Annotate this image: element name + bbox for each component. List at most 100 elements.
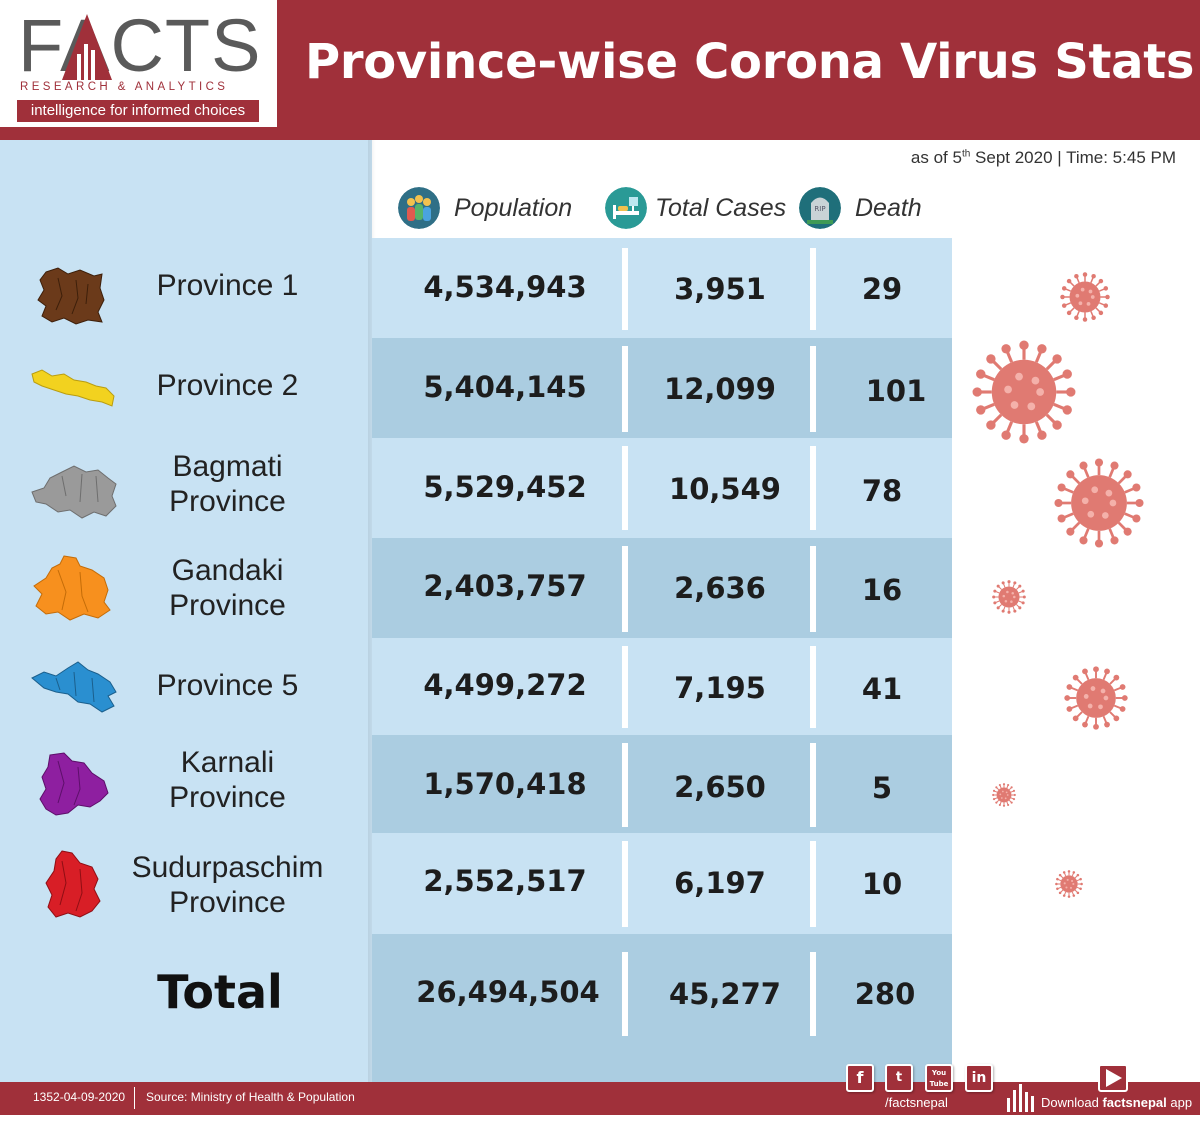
death-value: 5 <box>871 771 893 805</box>
row-bg-2 <box>372 338 952 438</box>
logo-tagline: intelligence for informed choices <box>17 100 259 122</box>
population-value: 4,499,272 <box>423 668 587 702</box>
app-bars-icon <box>1007 1084 1034 1112</box>
svg-text:RIP: RIP <box>814 205 825 213</box>
virus-icon <box>992 783 1016 807</box>
death-value: 41 <box>861 672 903 706</box>
column-separator <box>810 841 816 927</box>
death-value: 29 <box>861 272 903 306</box>
column-separator <box>810 248 816 330</box>
social-handle: /factsnepal <box>885 1095 948 1110</box>
province-name: Bagmati Province <box>169 450 286 518</box>
document-code: 1352-04-09-2020 <box>33 1090 126 1104</box>
population-value: 5,404,145 <box>423 370 587 404</box>
population-value: 4,534,943 <box>423 270 587 304</box>
column-separator <box>622 248 628 330</box>
province-5-map-icon <box>31 661 117 713</box>
sudurpaschim-province-map-icon <box>45 850 101 918</box>
province-name: Gandaki Province <box>169 554 286 622</box>
column-separator <box>810 346 816 432</box>
province-row: Bagmati Province <box>0 438 372 538</box>
play-app-icon[interactable] <box>1098 1064 1128 1092</box>
cases-value: 6,197 <box>674 866 766 900</box>
province-row: Gandaki Province <box>0 538 372 638</box>
population-header: Population <box>398 186 572 230</box>
row-bg-total <box>372 934 952 1082</box>
row-bg-3 <box>372 438 952 538</box>
virus-icon <box>1054 458 1144 548</box>
twitter-icon[interactable]: t <box>885 1064 913 1092</box>
virus-icon <box>972 340 1076 444</box>
province-name: Province 1 <box>156 269 299 302</box>
column-separator <box>810 952 816 1036</box>
logo-bars-mark <box>62 14 112 80</box>
cases-value: 2,636 <box>674 571 766 605</box>
province-name: Province 5 <box>156 669 299 702</box>
population-header-label: Population <box>454 193 573 222</box>
linkedin-icon[interactable]: in <box>965 1064 993 1092</box>
population-value: 2,552,517 <box>423 864 587 898</box>
column-separator <box>622 646 628 728</box>
cases-value: 12,099 <box>664 372 776 406</box>
column-separator <box>622 952 628 1036</box>
total-cases-header-label: Total Cases <box>655 193 787 222</box>
province-2-map-icon <box>31 369 115 407</box>
row-bg-6 <box>372 735 952 833</box>
facebook-icon[interactable]: f <box>846 1064 874 1092</box>
cases-value: 10,549 <box>669 472 781 506</box>
row-bg-4 <box>372 538 952 638</box>
population-value: 5,529,452 <box>423 470 587 504</box>
footer-divider <box>134 1087 135 1109</box>
row-bg-7 <box>372 833 952 934</box>
total-population-value: 26,494,504 <box>416 975 600 1009</box>
province-row: Province 5 <box>0 638 372 735</box>
column-separator <box>622 446 628 530</box>
population-value: 2,403,757 <box>423 569 587 603</box>
total-cases-value: 45,277 <box>669 977 781 1011</box>
column-separator <box>622 346 628 432</box>
total-death-value: 280 <box>854 977 916 1011</box>
province-1-map-icon <box>37 267 105 325</box>
karnali-province-map-icon <box>39 752 109 816</box>
youtube-icon[interactable]: You Tube <box>925 1064 953 1092</box>
population-icon <box>398 187 440 229</box>
footer-band <box>0 1082 1200 1115</box>
total-cases-header: Total Cases <box>605 186 786 230</box>
virus-icon <box>1055 870 1083 898</box>
death-value: 101 <box>865 374 927 408</box>
cases-value: 2,650 <box>674 770 766 804</box>
death-header-label: Death <box>855 193 922 222</box>
page-title: Province-wise Corona Virus Stats <box>305 34 1195 90</box>
source-text: Source: Ministry of Health & Population <box>146 1090 355 1104</box>
death-header: RIP Death <box>799 186 922 230</box>
virus-icon <box>992 580 1026 614</box>
death-value: 16 <box>861 573 903 607</box>
virus-icon <box>1064 666 1128 730</box>
logo-subtitle: RESEARCH & ANALYTICS <box>20 81 229 93</box>
column-separator <box>810 743 816 827</box>
gandaki-province-map-icon <box>33 555 111 621</box>
logo: FACTS RESEARCH & ANALYTICS intelligence … <box>0 0 277 127</box>
province-row: Sudurpaschim Province <box>0 833 372 934</box>
province-name: Province 2 <box>156 369 299 402</box>
column-separator <box>810 646 816 728</box>
province-name: Sudurpaschim Province <box>131 851 324 919</box>
column-separator <box>810 446 816 530</box>
cases-value: 3,951 <box>674 272 766 306</box>
cases-value: 7,195 <box>674 671 766 705</box>
virus-icon <box>1060 272 1110 322</box>
death-value: 10 <box>861 867 903 901</box>
province-name: Karnali Province <box>169 746 286 814</box>
province-row: Province 1 <box>0 238 372 338</box>
province-row: Karnali Province <box>0 735 372 833</box>
death-value: 78 <box>861 474 903 508</box>
row-bg-5 <box>372 638 952 735</box>
bagmati-province-map-icon <box>31 465 117 519</box>
logo-wordmark: FACTS <box>18 4 262 87</box>
column-separator <box>622 841 628 927</box>
timestamp: as of 5th Sept 2020 | Time: 5:45 PM <box>910 148 1176 167</box>
download-app-text[interactable]: Download factsnepal app <box>1041 1095 1193 1110</box>
population-value: 1,570,418 <box>423 767 587 801</box>
province-row: Province 2 <box>0 338 372 438</box>
total-label: Total <box>157 965 283 1019</box>
